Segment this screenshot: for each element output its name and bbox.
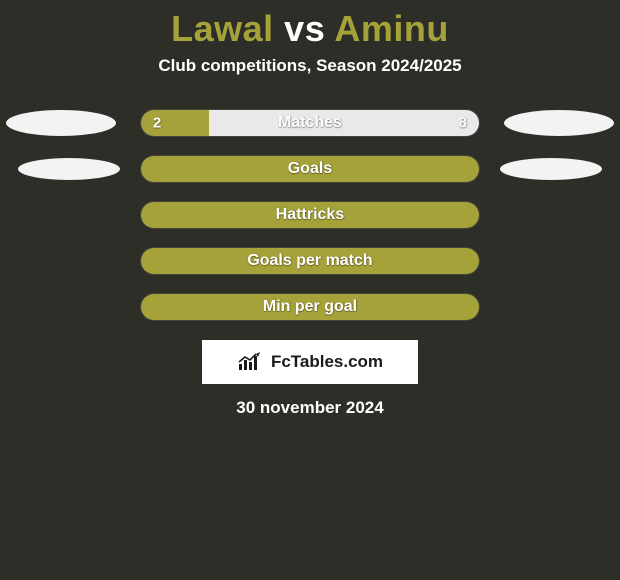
avatar-placeholder-right xyxy=(504,110,614,136)
brand-badge[interactable]: FcTables.com xyxy=(202,340,418,384)
stat-row-goals-per-match: Goals per match xyxy=(0,238,620,284)
stat-row-goals: Goals xyxy=(0,146,620,192)
stat-fill-full xyxy=(141,202,479,228)
subtitle: Club competitions, Season 2024/2025 xyxy=(0,56,620,76)
bars-icon xyxy=(237,352,265,372)
page-title: Lawal vs Aminu xyxy=(0,8,620,50)
avatar-placeholder-right xyxy=(500,158,602,180)
stat-bar: Hattricks xyxy=(140,201,480,229)
avatar-placeholder-left xyxy=(18,158,120,180)
stat-bar: 2 Matches 8 xyxy=(140,109,480,137)
stat-fill-full xyxy=(141,294,479,320)
snapshot-date: 30 november 2024 xyxy=(0,398,620,418)
stat-bar: Min per goal xyxy=(140,293,480,321)
stat-bar: Goals xyxy=(140,155,480,183)
brand-text: FcTables.com xyxy=(271,352,383,372)
stat-fill-right xyxy=(209,110,479,136)
stat-bar: Goals per match xyxy=(140,247,480,275)
title-separator: vs xyxy=(284,8,325,49)
stat-row-min-per-goal: Min per goal xyxy=(0,284,620,330)
player-left-name: Lawal xyxy=(171,8,274,49)
player-right-name: Aminu xyxy=(334,8,449,49)
stat-fill-left xyxy=(141,110,209,136)
avatar-placeholder-left xyxy=(6,110,116,136)
stat-row-hattricks: Hattricks xyxy=(0,192,620,238)
comparison-widget: Lawal vs Aminu Club competitions, Season… xyxy=(0,0,620,418)
stat-row-matches: 2 Matches 8 xyxy=(0,100,620,146)
stat-fill-full xyxy=(141,248,479,274)
stat-fill-full xyxy=(141,156,479,182)
